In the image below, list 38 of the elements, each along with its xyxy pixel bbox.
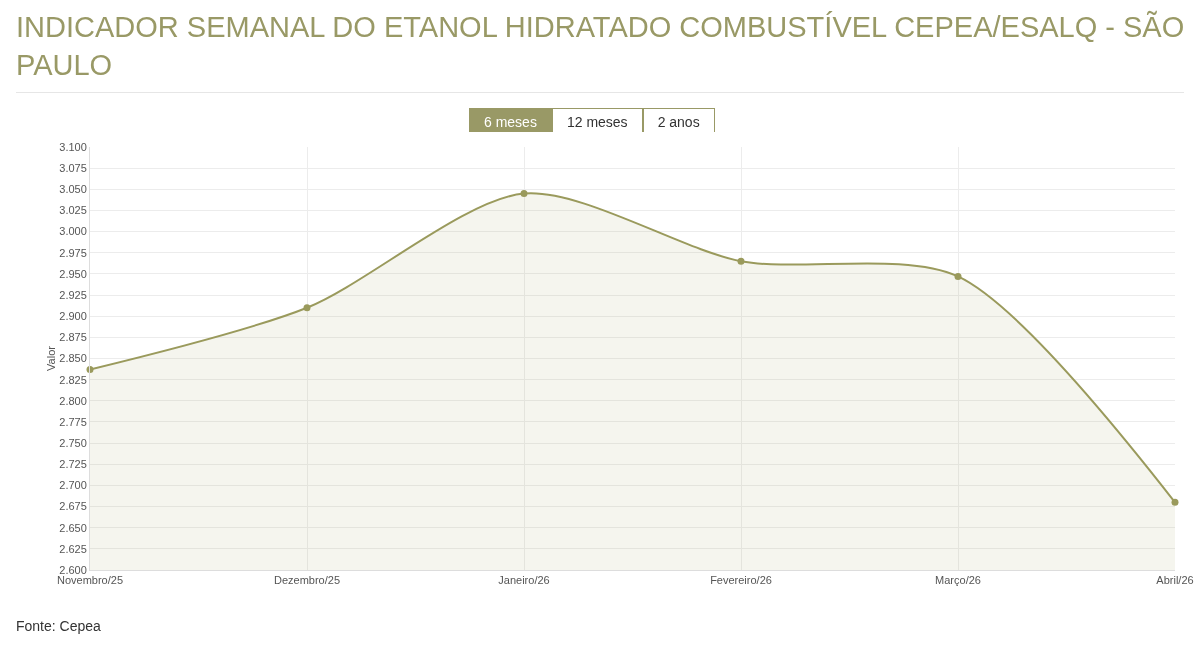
y-axis-title: Valor (45, 345, 58, 371)
y-tick-label: 2.650 (59, 521, 87, 534)
text: 6 meses (469, 108, 552, 137)
y-tick-label: 2.700 (59, 479, 87, 492)
y-tick-label: 2.675 (59, 500, 87, 513)
y-tick-label: 2.750 (59, 436, 87, 449)
x-tick-label: Dezembro/25 (273, 574, 341, 587)
y-tick-label: 2.975 (59, 246, 87, 259)
point (954, 272, 962, 280)
y-tick-label: 2.950 (59, 267, 87, 280)
x-tick-label: Março/26 (935, 574, 981, 587)
point (303, 304, 311, 312)
text: 12 meses (551, 108, 643, 137)
x-tick-label: Janeiro/26 (498, 574, 550, 587)
y-tick-label: 2.900 (59, 310, 87, 323)
y-tick-label: 3.075 (59, 162, 87, 174)
point (737, 257, 745, 265)
y-tick-label: 2.875 (59, 331, 87, 344)
x-tick-label: Fevereiro/26 (710, 574, 772, 587)
y-tick-label: 2.800 (59, 394, 87, 407)
x-tick-label: Abril/26 (1156, 574, 1194, 587)
y-tick-label: 2.850 (59, 352, 87, 365)
chart-title: INDICADOR SEMANAL DO ETANOL HIDRATADO COMBUSTÍVEL CEPEA/ESALQ - SÃO PAULO (16, 9, 1186, 83)
point (1171, 498, 1179, 506)
y-tick-label: 3.000 (59, 225, 87, 238)
y-tick-label: 2.600 (59, 563, 87, 576)
source-note: Fonte: Cepea (16, 618, 101, 634)
y-tick-label: 2.625 (59, 542, 87, 555)
point (520, 190, 528, 198)
y-tick-label: 3.025 (59, 204, 87, 217)
text: 2 anos (642, 108, 715, 137)
y-tick-label: 2.725 (59, 458, 87, 471)
y-tick-label: 2.825 (59, 373, 87, 386)
y-tick-label: 3.100 (59, 140, 87, 153)
x-tick-label: Novembro/25 (56, 574, 124, 587)
y-tick-label: 2.775 (59, 415, 87, 428)
y-tick-label: 2.925 (59, 288, 87, 301)
y-tick-label: 3.050 (59, 183, 87, 196)
